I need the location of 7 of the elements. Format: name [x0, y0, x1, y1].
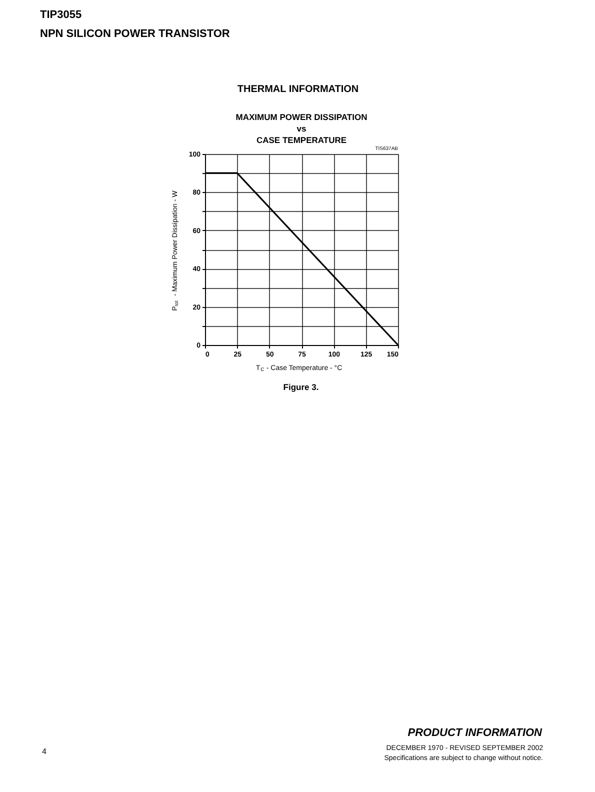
- text: THERMAL INFORMATION: [237, 84, 359, 95]
- caption: Figure 3.: [283, 382, 319, 392]
- text: TIP3055: [40, 9, 82, 21]
- text: NPN SILICON POWER TRANSISTOR: [40, 28, 230, 40]
- chart-title: MAXIMUM POWER DISSIPATION vs CASE TEMPERATURE: [236, 112, 368, 145]
- text: PRODUCT INFORMATION: [408, 727, 544, 739]
- text: 4: [42, 747, 47, 756]
